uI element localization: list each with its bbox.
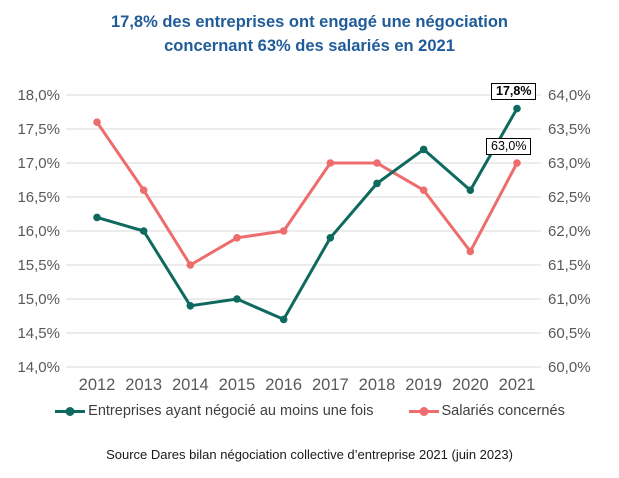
chart-title-line1: 17,8% des entreprises ont engagé une nég… (110, 13, 509, 31)
left-axis-tick: 16,0% (17, 223, 60, 240)
legend-label-entreprises: Entreprises ayant négocié au moins une f… (88, 403, 374, 419)
source-caption: Source Dares bilan négociation collectiv… (106, 447, 513, 462)
x-axis-tick: 2012 (79, 376, 116, 394)
series-line (95, 120, 519, 267)
end-label-entreprises: 17,8% (491, 83, 537, 100)
data-point-marker (186, 261, 195, 269)
left-axis-tick: 14,0% (17, 359, 60, 376)
data-point-marker (93, 118, 101, 126)
right-axis-tick: 61,0% (548, 291, 591, 308)
x-axis-tick: 2016 (265, 376, 302, 394)
right-axis-tick: 63,0% (548, 155, 591, 172)
data-point-marker (419, 145, 428, 154)
legend-item-entreprises: Entreprises ayant négocié au moins une f… (54, 403, 374, 419)
data-point-marker (466, 247, 475, 256)
line-marker-icon (408, 406, 439, 416)
chart-title: 17,8% des entreprises ont engagé une nég… (0, 10, 619, 58)
data-point-marker (466, 186, 475, 194)
end-label-salaries: 63,0% (486, 138, 532, 155)
x-axis-tick: 2020 (452, 376, 489, 394)
right-axis-tick: 62,5% (548, 189, 591, 206)
x-axis-tick: 2015 (219, 376, 256, 394)
data-point-marker (513, 104, 521, 113)
right-axis-tick: 60,5% (548, 325, 591, 342)
legend-item-salaries: Salariés concernés (408, 403, 565, 419)
right-axis-tick: 63,5% (548, 121, 591, 138)
left-axis-tick: 15,0% (17, 291, 60, 308)
data-point-marker (326, 159, 335, 167)
line-marker-icon (55, 406, 86, 416)
data-point-marker (93, 213, 101, 222)
right-axis-tick: 64,0% (548, 87, 591, 104)
series-line (95, 107, 519, 321)
data-point-marker (139, 227, 148, 235)
left-axis-tick: 14,5% (17, 325, 60, 342)
x-axis-tick: 2021 (499, 376, 536, 394)
data-point-marker (279, 227, 288, 235)
x-axis-tick: 2019 (405, 376, 442, 394)
data-point-marker (326, 234, 335, 242)
left-axis-tick: 16,5% (17, 189, 60, 206)
x-axis-tick: 2018 (359, 376, 396, 394)
chart-title-line2: concernant 63% des salariés en 2021 (164, 37, 455, 55)
left-axis-tick: 18,0% (17, 87, 60, 104)
left-axis-tick: 17,5% (17, 121, 60, 138)
legend-label-salaries: Salariés concernés (441, 403, 565, 419)
data-point-marker (513, 159, 521, 167)
left-axis-tick: 15,5% (17, 257, 60, 274)
left-axis-tick: 17,0% (17, 155, 60, 172)
right-axis-tick: 60,0% (548, 359, 591, 376)
right-axis-tick: 62,0% (548, 223, 591, 240)
data-point-marker (186, 302, 195, 310)
data-point-marker (419, 186, 428, 194)
data-point-marker (139, 186, 148, 194)
data-point-marker (373, 179, 381, 188)
data-point-marker (279, 315, 288, 324)
data-point-marker (373, 159, 381, 167)
chart-legend: Entreprises ayant négocié au moins une f… (0, 403, 619, 419)
x-axis-tick: 2013 (125, 376, 162, 394)
x-axis-tick: 2014 (172, 376, 209, 394)
right-axis-tick: 61,5% (548, 257, 591, 274)
data-point-marker (233, 234, 241, 242)
data-point-marker (233, 295, 241, 303)
x-axis-tick: 2017 (312, 376, 349, 394)
